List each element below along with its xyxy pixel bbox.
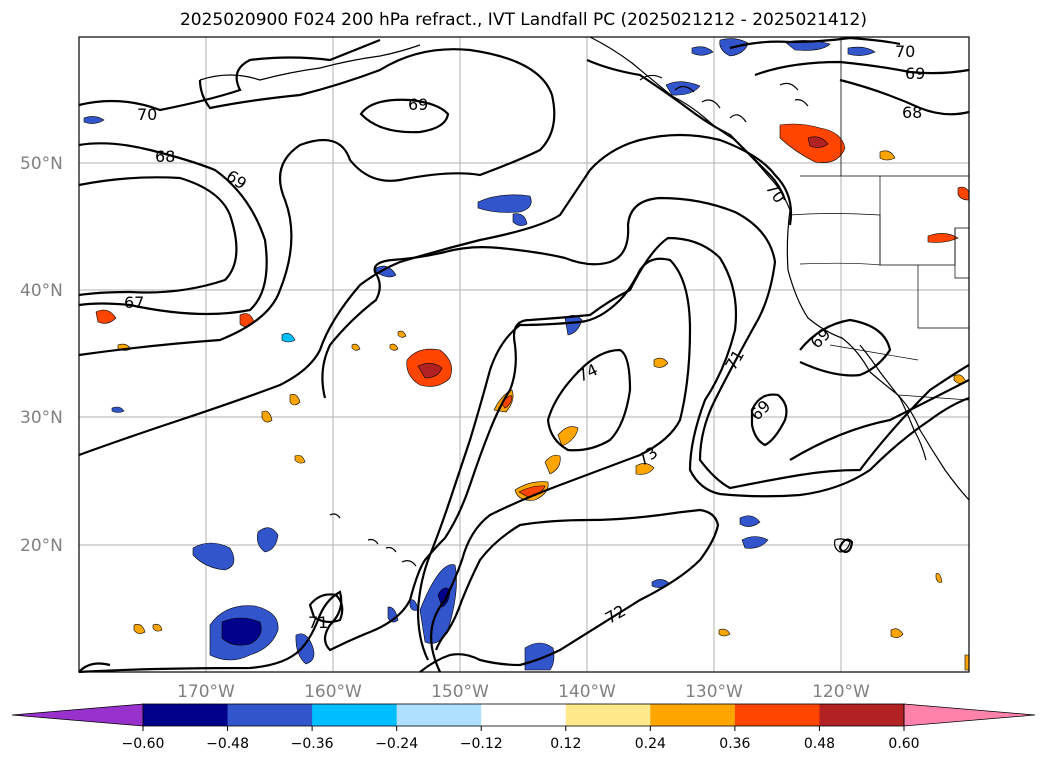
colorbar-tick-label: −0.12 <box>460 736 503 752</box>
ivt-shading <box>83 38 970 671</box>
lon-label-120w: 120°W <box>812 682 870 702</box>
colorbar-tick-label: 0.36 <box>719 736 750 752</box>
colorbar-segment <box>819 704 905 726</box>
contour-label: 71 <box>308 613 328 632</box>
colorbar-tick-label: 0.24 <box>635 736 666 752</box>
colorbar-segment <box>312 704 398 726</box>
contour-label: 69 <box>408 95 428 114</box>
coastlines <box>199 36 970 567</box>
colorbar-tick-label: −0.48 <box>206 736 249 752</box>
colorbar-segment <box>227 704 313 726</box>
colorbar-segment <box>143 704 229 726</box>
colorbar-tick-label: −0.60 <box>122 736 165 752</box>
colorbar-lower-extension <box>11 703 144 727</box>
colorbar-tick-label: −0.24 <box>375 736 418 752</box>
negative-anomaly-regions <box>83 38 876 671</box>
colorbar-outline <box>142 703 905 727</box>
lon-label-170w: 170°W <box>177 682 235 702</box>
political-borders <box>789 37 970 401</box>
colorbar-ticks: −0.60 −0.48 −0.36 −0.24 −0.12 0.12 0.24 0.36 0.4… <box>122 726 920 752</box>
colorbar-tick-label: 0.60 <box>888 736 919 752</box>
colorbar: −0.60 −0.48 −0.36 −0.24 −0.12 0.12 0.24 0.36 0.4… <box>11 703 1036 752</box>
colorbar-tick-label: −0.36 <box>291 736 334 752</box>
map-title: 2025020900 F024 200 hPa refract., IVT La… <box>179 10 867 30</box>
colorbar-segment <box>650 704 736 726</box>
colorbar-segment <box>565 704 651 726</box>
lon-label-130w: 130°W <box>685 682 743 702</box>
lat-label-40n: 40°N <box>20 281 63 301</box>
lat-label-20n: 20°N <box>20 536 63 556</box>
contour-label: 67 <box>124 293 144 312</box>
contour-label: 69 <box>905 64 925 83</box>
colorbar-segment <box>481 704 567 726</box>
colorbar-upper-extension <box>903 703 1036 727</box>
colorbar-segment <box>396 704 482 726</box>
lon-label-140w: 140°W <box>558 682 616 702</box>
colorbar-segments <box>143 704 905 726</box>
contour-label: 68 <box>902 103 922 122</box>
contour-label: 70 <box>137 105 157 124</box>
lat-label-50n: 50°N <box>20 154 63 174</box>
lat-label-30n: 30°N <box>20 408 63 428</box>
longitude-labels: 170°W 160°W 150°W 140°W 130°W 120°W <box>177 682 870 702</box>
lon-label-160w: 160°W <box>304 682 362 702</box>
lon-label-150w: 150°W <box>431 682 489 702</box>
plot-background <box>79 37 969 672</box>
refractivity-contours <box>78 36 970 674</box>
colorbar-segment <box>734 704 820 726</box>
colorbar-tick-label: 0.48 <box>804 736 835 752</box>
contour-label: 70 <box>895 42 915 61</box>
plot-frame <box>78 36 970 673</box>
colorbar-tick-label: 0.12 <box>550 736 581 752</box>
latitude-labels: 50°N 40°N 30°N 20°N <box>20 154 63 556</box>
contour-label: 68 <box>155 147 175 166</box>
